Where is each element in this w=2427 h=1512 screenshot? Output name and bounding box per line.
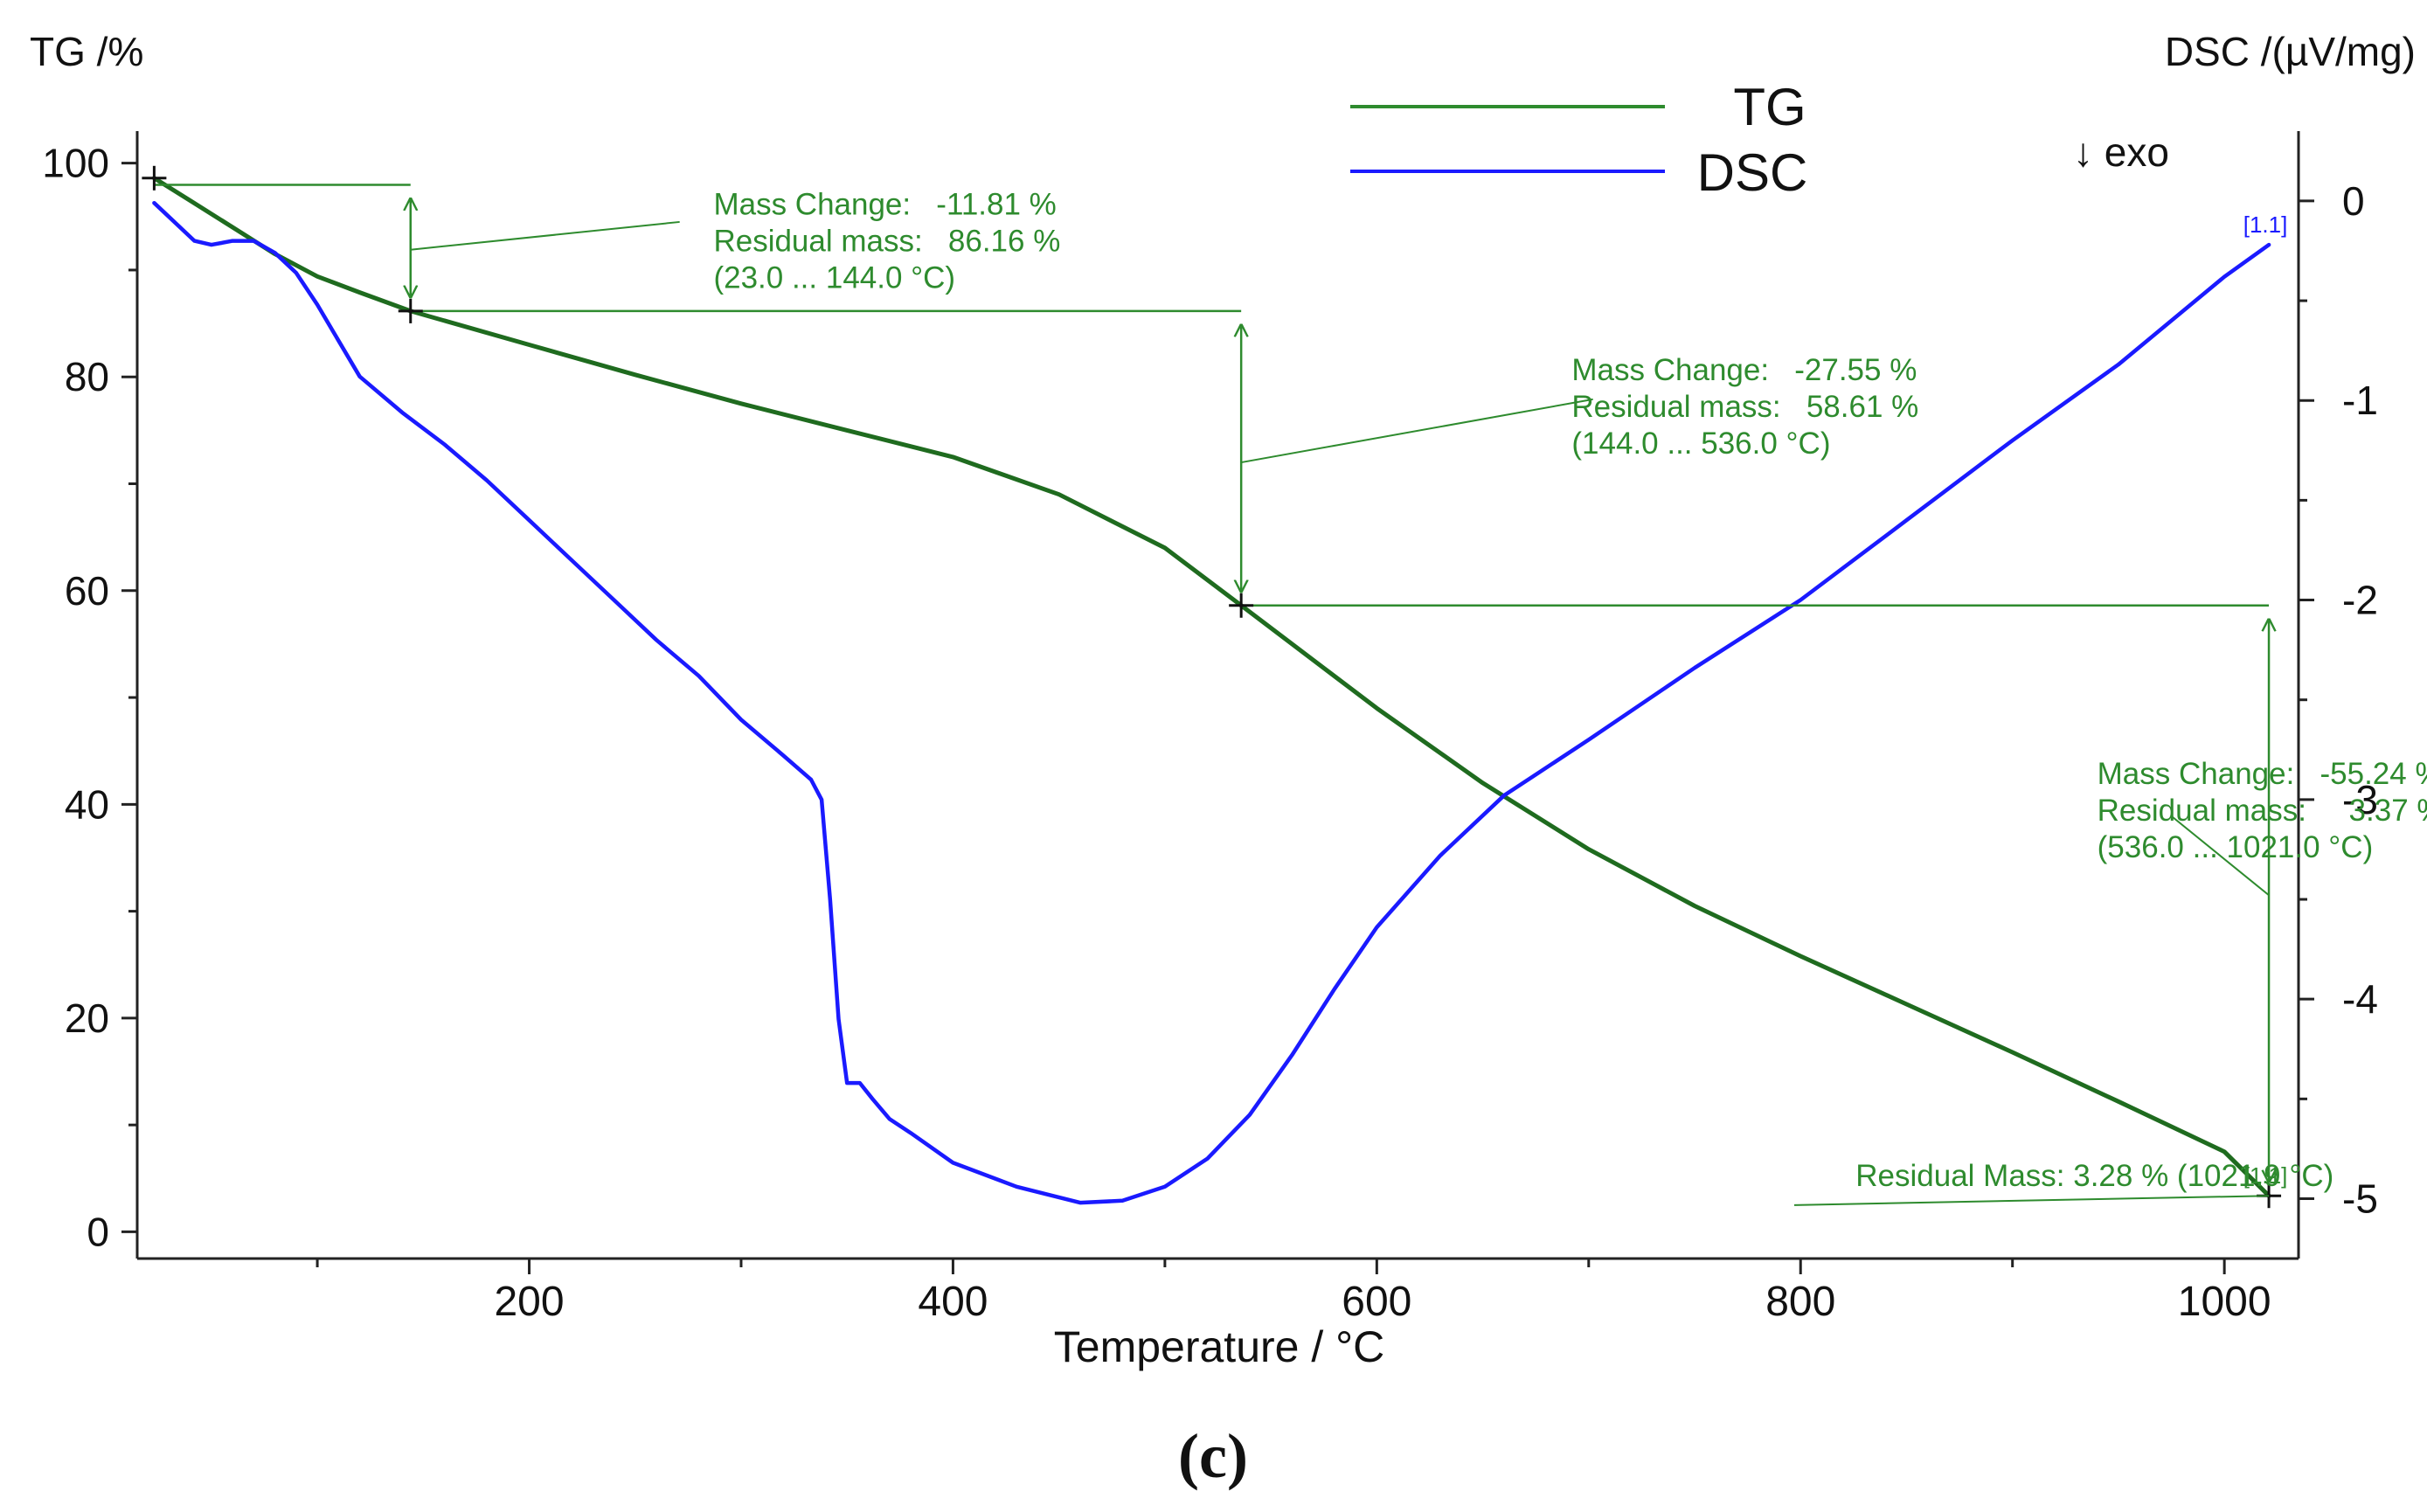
x-tick-label-200: 200 [494, 1279, 564, 1325]
series-end-label-1: [1.1] [2243, 1162, 2288, 1189]
left-tick-label-20: 20 [65, 995, 109, 1041]
exo-direction-note: ↓ exo [2073, 129, 2169, 175]
annotations-layer: Mass Change: -11.81 %Residual mass: 86.1… [142, 165, 2427, 1209]
annotation-leader-0 [410, 220, 680, 251]
right-tick-label-2: -2 [2342, 578, 2378, 623]
right-tick-label-1: -1 [2342, 378, 2378, 423]
annotation-0-line-0: Mass Change: -11.81 % [713, 187, 1056, 221]
right-tick-label-0: 0 [2342, 178, 2365, 224]
series-end-label-0: [1.1] [2243, 212, 2288, 238]
x-tick-label-400: 400 [918, 1279, 988, 1325]
legend: TG DSC [1350, 78, 1807, 202]
x-axis-label: Temperature / °C [1054, 1322, 1384, 1371]
left-tick-label-0: 0 [87, 1209, 109, 1254]
annotation-1-line-2: (144.0 ... 536.0 °C) [1571, 427, 1830, 461]
annotation-leader-1 [1240, 398, 1593, 464]
series-layer [151, 176, 2271, 1205]
x-tick-label-1000: 1000 [2178, 1279, 2271, 1325]
left-tick-label-100: 100 [42, 141, 109, 186]
series-dsc-line [152, 200, 2271, 1205]
x-tick-label-800: 800 [1765, 1279, 1835, 1325]
right-tick-label-5: -5 [2342, 1176, 2378, 1222]
right-tick-label-3: -3 [2342, 777, 2378, 822]
annotation-3-line-0: Residual Mass: 3.28 % (1021.9 °C) [1855, 1159, 2333, 1193]
annotation-0-line-1: Residual mass: 86.16 % [713, 224, 1060, 258]
legend-dsc-label: DSC [1697, 143, 1808, 202]
left-tick-label-40: 40 [65, 781, 109, 827]
annotation-leader-3 [1793, 1195, 2270, 1206]
left-axis-label: TG /% [30, 29, 143, 74]
x-tick-label-600: 600 [1342, 1279, 1411, 1325]
right-tick-label-4: -4 [2342, 976, 2378, 1022]
series-tg-line [151, 176, 2271, 1198]
left-tick-label-80: 80 [65, 354, 109, 399]
annotation-leader-2 [2170, 815, 2270, 897]
right-axis-label: DSC /(µV/mg) [2165, 29, 2416, 74]
annotation-1-line-0: Mass Change: -27.55 % [1571, 353, 1917, 387]
annotation-0-line-2: (23.0 ... 144.0 °C) [713, 260, 955, 295]
annotation-2-line-1: Residual mass: 3.37 % [2098, 794, 2427, 828]
figure-caption: (c) [1178, 1421, 1248, 1491]
annotation-2-line-2: (536.0 ... 1021.0 °C) [2098, 830, 2374, 864]
annotation-2-line-0: Mass Change: -55.24 % [2098, 757, 2427, 791]
annotation-1-line-1: Residual mass: 58.61 % [1571, 390, 1918, 424]
left-tick-label-60: 60 [65, 568, 109, 614]
legend-tg-label: TG [1733, 78, 1806, 136]
